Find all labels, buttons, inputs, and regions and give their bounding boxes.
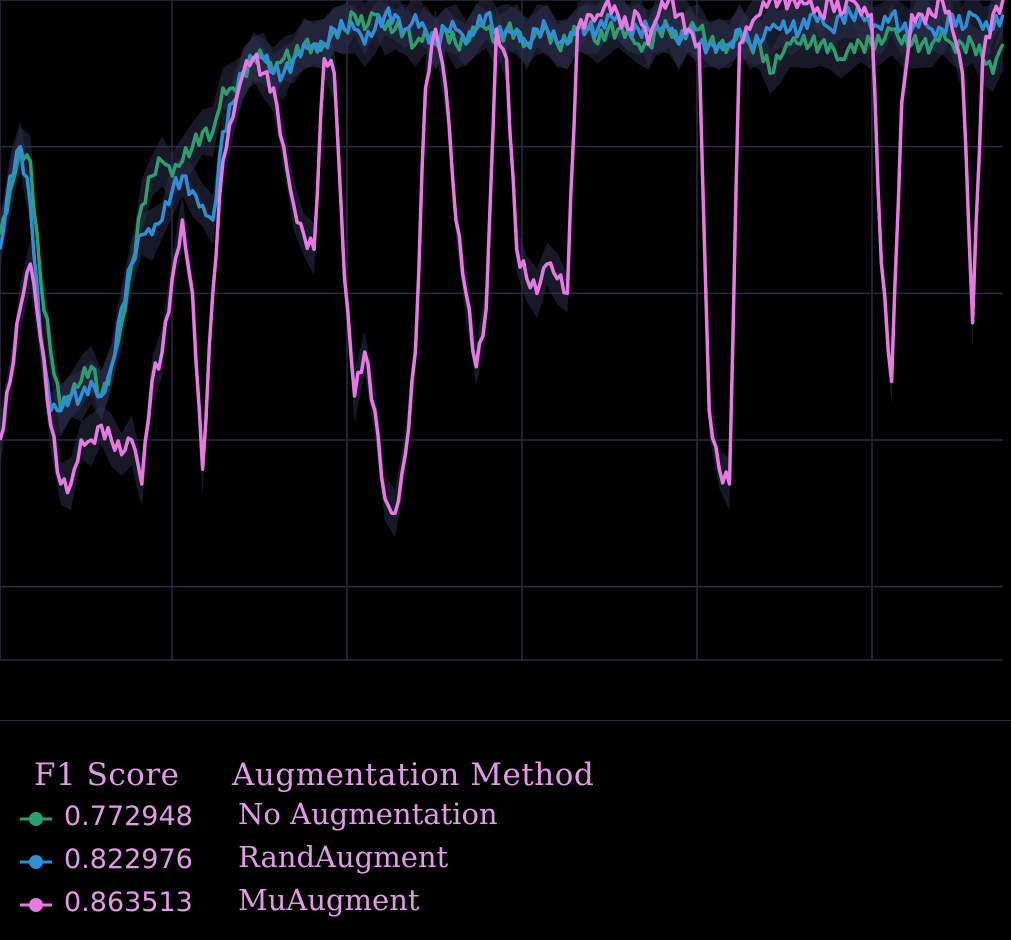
series-line-muaugment xyxy=(0,0,1005,516)
legend-method-label: MuAugment xyxy=(238,883,420,917)
legend-method-label: RandAugment xyxy=(238,840,449,874)
grid-lines xyxy=(0,0,1003,661)
legend-panel: F1 Score Augmentation Method 0.772948 No… xyxy=(0,720,1011,940)
legend-f1-value: 0.822976 xyxy=(64,844,193,875)
legend-f1-value: 0.772948 xyxy=(64,801,193,832)
legend-marker-icon xyxy=(20,812,52,826)
legend-method-label: No Augmentation xyxy=(238,797,498,831)
legend-marker-icon xyxy=(20,855,52,869)
f1-score-line-chart xyxy=(0,0,1005,661)
legend-header-f1-score: F1 Score xyxy=(34,757,180,793)
legend-row-no-augmentation[interactable]: 0.772948 No Augmentation xyxy=(18,797,618,839)
legend-marker-icon xyxy=(20,898,52,912)
series-line-randaugment xyxy=(0,4,1005,413)
legend-header-augmentation-method: Augmentation Method xyxy=(232,757,595,793)
confidence-bands xyxy=(0,0,1003,538)
legend-f1-value: 0.863513 xyxy=(64,887,193,918)
legend-row-randaugment[interactable]: 0.822976 RandAugment xyxy=(18,840,618,882)
chart-area xyxy=(0,0,1005,661)
legend-row-muaugment[interactable]: 0.863513 MuAugment xyxy=(18,883,618,925)
series-lines xyxy=(0,0,1005,516)
series-band-muaugment xyxy=(0,0,1003,538)
